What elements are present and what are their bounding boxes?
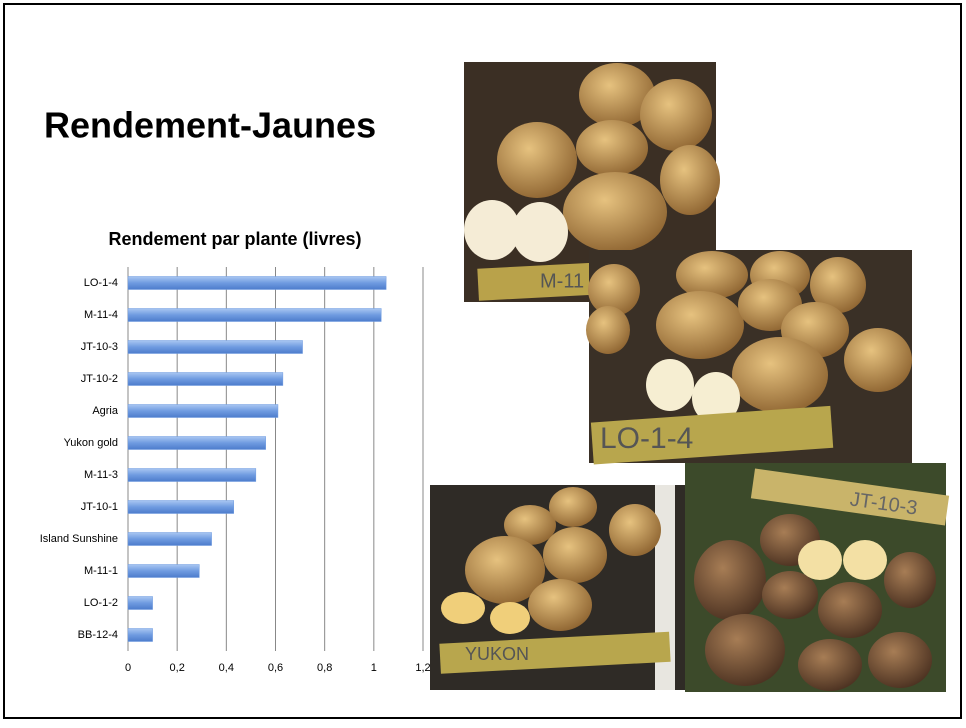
x-tick-label: 0,4 xyxy=(219,662,234,674)
x-tick-label: 0,2 xyxy=(170,662,185,674)
y-tick-label: Agria xyxy=(92,405,119,417)
photo-label: LO-1-4 xyxy=(600,422,693,455)
chart-title: Rendement par plante (livres) xyxy=(108,229,361,249)
y-tick-label: LO-1-2 xyxy=(84,597,118,609)
x-tick-label: 0 xyxy=(125,662,131,674)
bar xyxy=(127,276,387,290)
y-tick-label: BB-12-4 xyxy=(78,629,118,641)
y-tick-label: M-11-4 xyxy=(84,309,118,321)
chart: 0 0,2 0,4 0,6 0,8 1 1,2 LO-1-4 M-11-4 JT-10-3 JT-1… xyxy=(40,267,431,674)
y-tick-label: JT-10-3 xyxy=(81,341,118,353)
bar xyxy=(127,564,200,578)
x-tick-label: 0,8 xyxy=(317,662,332,674)
bar xyxy=(127,532,212,546)
y-tick-label: JT-10-2 xyxy=(81,373,118,385)
x-tick-label: 1 xyxy=(371,662,377,674)
y-tick-label: JT-10-1 xyxy=(81,501,118,513)
y-tick-label: LO-1-4 xyxy=(84,277,118,289)
bar xyxy=(127,340,303,354)
y-tick-label: M-11-1 xyxy=(84,565,118,577)
x-tick-label: 1,2 xyxy=(415,662,430,674)
bar xyxy=(127,436,266,450)
bar xyxy=(127,500,234,514)
y-tick-label: Island Sunshine xyxy=(40,533,118,545)
photo-label: M-11 xyxy=(540,270,584,292)
x-tick-label: 0,6 xyxy=(268,662,283,674)
photo-label: YUKON xyxy=(465,644,529,664)
photo: YUKON xyxy=(430,485,685,690)
bar xyxy=(127,308,382,322)
y-tick-label: M-11-3 xyxy=(84,469,118,481)
slide-title: Rendement-Jaunes xyxy=(44,105,376,146)
bar xyxy=(127,372,284,386)
bar xyxy=(127,628,153,642)
photo: JT-10-3 xyxy=(685,463,950,692)
y-tick-label: Yukon gold xyxy=(64,437,118,449)
photo: LO-1-4 xyxy=(586,250,912,465)
bar xyxy=(127,596,153,610)
bar xyxy=(127,404,279,418)
bar xyxy=(127,468,257,482)
